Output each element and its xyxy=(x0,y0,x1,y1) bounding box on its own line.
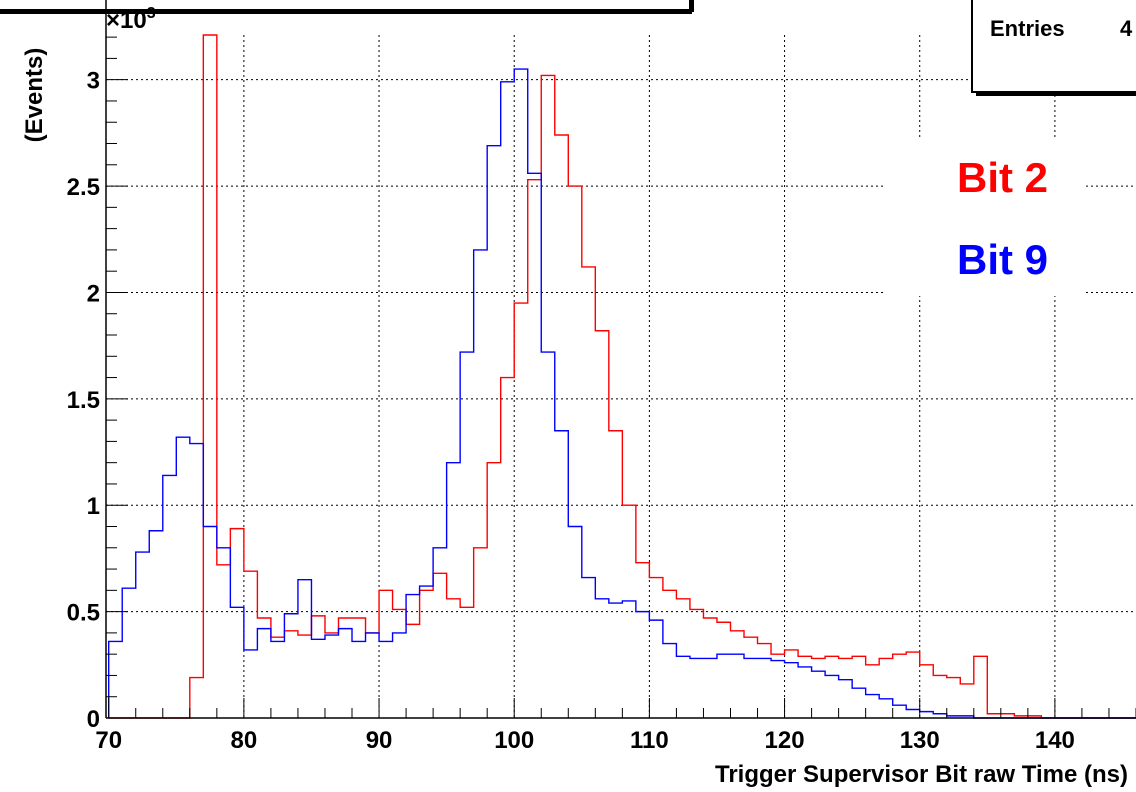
x-tick-label: 140 xyxy=(1035,727,1075,754)
legend-bit2: Bit 2 xyxy=(957,154,1048,201)
x-tick-label: 80 xyxy=(231,727,258,754)
x-tick-label: 70 xyxy=(95,727,122,754)
stats-entries-label: Entries xyxy=(990,16,1065,41)
x-tick-label: 120 xyxy=(765,727,805,754)
x-axis-title: Trigger Supervisor Bit raw Time (ns) xyxy=(715,761,1128,788)
series-line-1 xyxy=(108,68,1136,719)
stats-box xyxy=(971,0,1136,93)
y-tick-label: 1.5 xyxy=(67,387,100,414)
y-tick-label: 3 xyxy=(87,68,100,95)
y-tick-label: 0.5 xyxy=(67,600,100,627)
y-tick-label: 2.5 xyxy=(67,174,100,201)
y-tick-label: 2 xyxy=(87,280,100,307)
axes: 70 80 90 100 110 120 130 140 0 0.5 1 1.5 2 2.5 3 xyxy=(67,0,1136,754)
x-tick-label: 100 xyxy=(494,727,534,754)
x-tick-label: 130 xyxy=(900,727,940,754)
y-tick-label: 0 xyxy=(87,706,100,733)
legend-background xyxy=(886,138,1086,296)
x-tick-label: 110 xyxy=(630,727,669,754)
x-tick-label: 90 xyxy=(366,727,393,754)
y-multiplier-label: ×103 xyxy=(106,5,156,34)
grid-lines xyxy=(106,35,1136,718)
stats-entries-value: 4 xyxy=(1120,16,1133,41)
y-axis-title: (Events) xyxy=(21,48,48,143)
series-layer xyxy=(108,34,1136,719)
title-box xyxy=(0,0,691,11)
series-line-0 xyxy=(108,34,1136,719)
y-tick-label: 1 xyxy=(87,493,100,520)
legend-bit9: Bit 9 xyxy=(957,236,1048,283)
